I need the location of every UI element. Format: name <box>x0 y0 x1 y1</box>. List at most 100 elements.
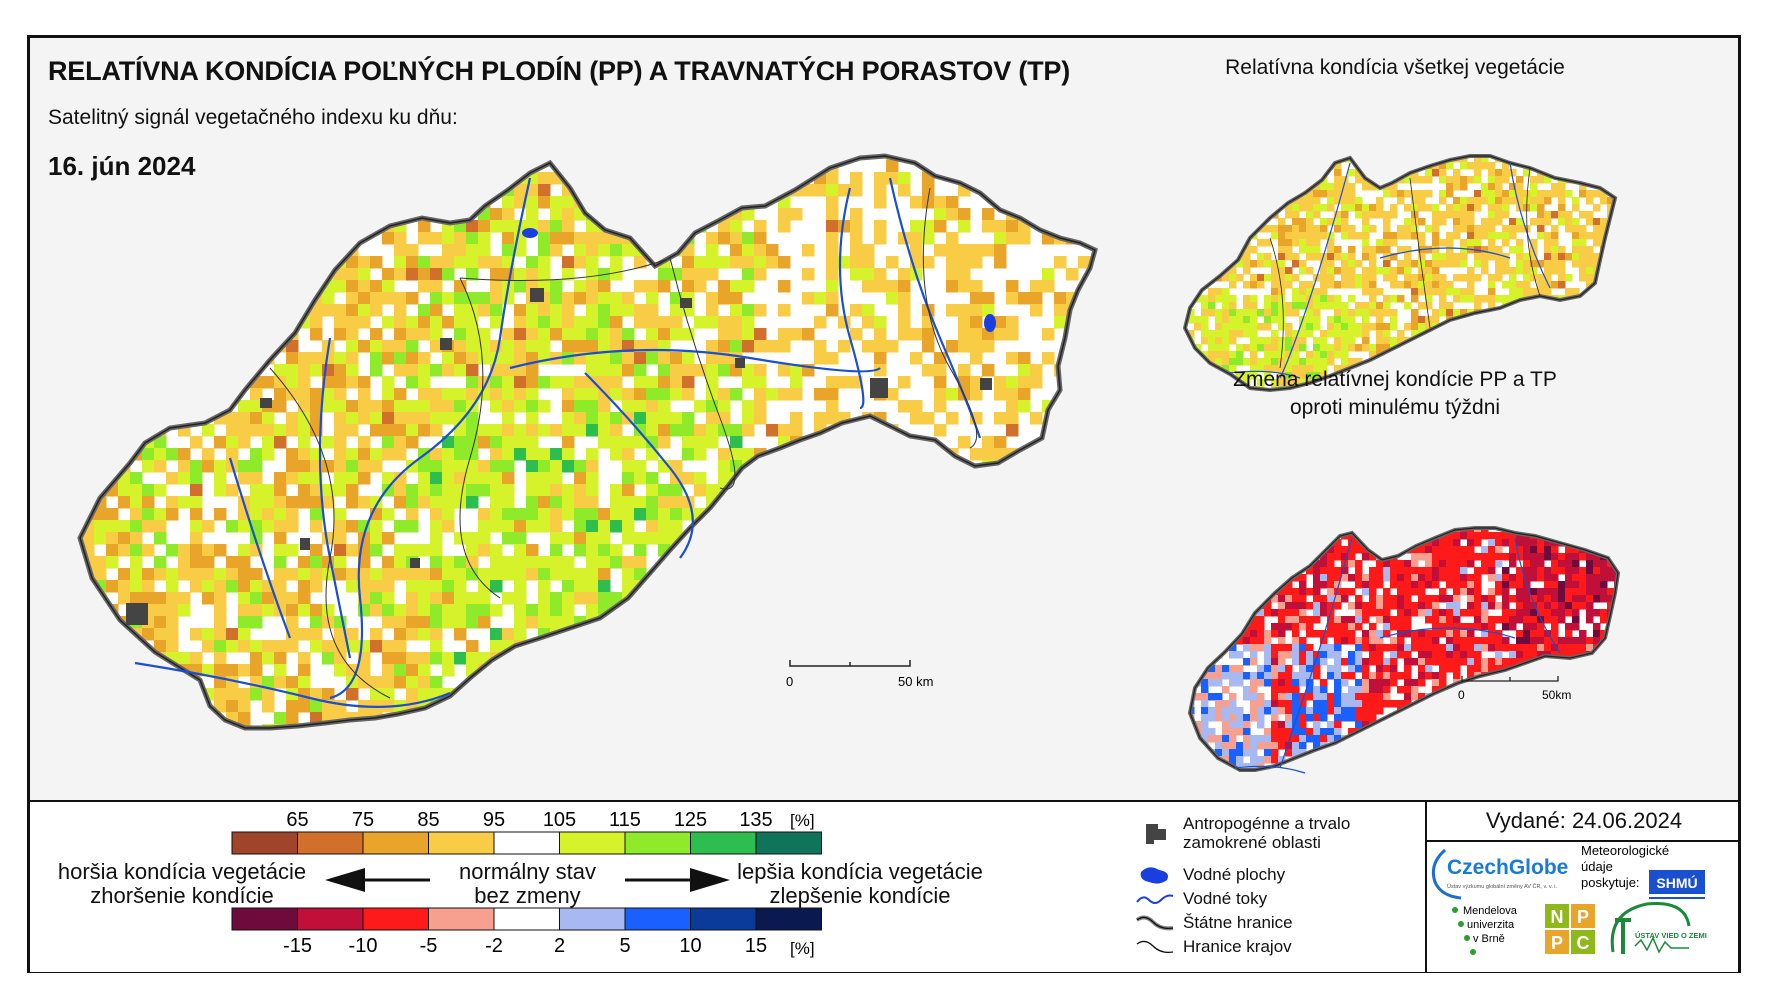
uvz-name: ÚSTAV VIED O ZEMI <box>1635 931 1707 940</box>
water-body-icon <box>1140 867 1168 884</box>
meteo-line3: poskytuje: <box>1581 875 1640 890</box>
change-swatch-0 <box>231 907 298 931</box>
condition-tick-7: 135 <box>739 809 772 831</box>
shmu-text: SHMÚ <box>1656 874 1697 891</box>
map-area: RELATÍVNA KONDÍCIA POĽNÝCH PLODÍN (PP) A… <box>30 38 1738 800</box>
change-swatch-8 <box>755 907 822 931</box>
change-swatch-3 <box>428 907 495 931</box>
map-subtitle: Satelitný signál vegetačného indexu ku d… <box>48 106 458 129</box>
better-arrow <box>625 868 730 892</box>
legend-region-borders: Hranice krajov <box>1135 934 1292 960</box>
map-title: RELATÍVNA KONDÍCIA POĽNÝCH PLODÍN (PP) A… <box>48 56 1071 86</box>
condition-swatch-6 <box>624 831 691 855</box>
map-date: 16. jún 2024 <box>48 151 196 181</box>
condition-swatch-0 <box>231 831 298 855</box>
legend-anthropogenic: Antropogénne a trvalo zamokrené oblasti <box>1135 814 1350 852</box>
anthropogenic-line1: Antropogénne a trvalo <box>1183 814 1351 833</box>
color-legend: 65 75 85 95 105 115 125 135 [%] -15 -10 -5 -2 2 5 10 1… <box>231 809 822 958</box>
better-line2: zlepšenie kondície <box>769 883 951 908</box>
condition-swatch-4 <box>493 831 560 855</box>
change-swatch-1 <box>297 907 364 931</box>
inset2-title-line2: oproti minulému týždni <box>1289 396 1501 419</box>
czechglobe-sub: Ústav výzkumu globální změny AV ČR, v. v… <box>1447 883 1558 890</box>
urban-area-icon <box>1146 824 1166 844</box>
condition-tick-3: 95 <box>483 809 505 831</box>
nppc-letter-1: P <box>1577 907 1589 927</box>
mendel-logo: Mendelova univerzita v Brně <box>1452 905 1518 955</box>
change-tick-6: 10 <box>679 935 701 957</box>
inset2-title-line1: Zmena relatívnej kondície PP a TP <box>1233 368 1557 391</box>
water-streams-label: Vodné toky <box>1183 889 1268 908</box>
legend-water-bodies: Vodné plochy <box>1135 862 1285 888</box>
region-border-icon <box>1136 940 1174 954</box>
state-borders-label: Štátne hranice <box>1183 913 1293 932</box>
change-tick-7: 15 <box>745 935 767 957</box>
condition-swatch-1 <box>297 831 364 855</box>
condition-tick-5: 115 <box>609 809 641 831</box>
map-frame: RELATÍVNA KONDÍCIA POĽNÝCH PLODÍN (PP) A… <box>27 35 1741 973</box>
worse-line1: horšia kondícia vegetácie <box>57 859 307 884</box>
inset-scale-bar <box>1461 676 1559 682</box>
legend-water-streams: Vodné toky <box>1135 886 1267 912</box>
nppc-logo: N P P C <box>1545 904 1595 954</box>
inset-scale-end: 50km <box>1542 688 1571 702</box>
nppc-letter-0: N <box>1551 907 1564 927</box>
region-borders-label: Hranice krajov <box>1183 937 1292 956</box>
change-tick-1: -10 <box>349 935 378 957</box>
condition-tick-1: 75 <box>352 809 374 831</box>
condition-swatch-5 <box>559 831 626 855</box>
nppc-letter-2: P <box>1551 933 1563 953</box>
better-line1: lepšia kondícia vegetácie <box>737 859 983 884</box>
condition-tick-6: 125 <box>674 809 707 831</box>
condition-tick-2: 85 <box>417 809 439 831</box>
legend-state-borders: Štátne hranice <box>1135 910 1293 936</box>
issued-date: Vydané: 24.06.2024 <box>1485 808 1683 833</box>
czechglobe-logo: CzechGlobe Ústav výzkumu globální změny … <box>1431 848 1568 900</box>
normal-line2: bez zmeny <box>474 883 581 908</box>
condition-swatch-3 <box>428 831 495 855</box>
change-unit: [%] <box>790 939 815 958</box>
main-map: 0 50 km <box>30 38 1620 774</box>
condition-tick-0: 65 <box>286 809 308 831</box>
change-swatch-2 <box>362 907 429 931</box>
worse-line2: zhoršenie kondície <box>90 883 274 908</box>
change-swatch-5 <box>559 907 626 931</box>
condition-swatch-7 <box>690 831 757 855</box>
condition-tick-4: 105 <box>543 809 576 831</box>
worse-arrow <box>325 868 430 892</box>
mendel-line1: Mendelova <box>1463 905 1518 917</box>
uvz-logo: ÚSTAV VIED O ZEMI <box>1610 901 1707 954</box>
anthropogenic-line2: zamokrené oblasti <box>1183 833 1321 852</box>
logos: CzechGlobe Ústav výzkumu globální změny … <box>1431 843 1707 955</box>
inset1-title: Relatívna kondícia všetkej vegetácie <box>1225 56 1565 79</box>
condition-swatch-8 <box>755 831 822 855</box>
state-border-icon <box>1135 915 1174 931</box>
meteo-line1: Meteorologické <box>1581 843 1669 858</box>
normal-line1: normálny stav <box>459 859 596 884</box>
meteo-line2: údaje <box>1581 859 1613 874</box>
change-tick-0: -15 <box>283 935 312 957</box>
river-icon <box>1136 894 1174 904</box>
change-tick-5: 5 <box>619 935 630 957</box>
mendel-line2: univerzita <box>1467 919 1515 931</box>
nppc-letter-3: C <box>1577 933 1590 953</box>
main-scale-end: 50 km <box>898 674 933 689</box>
change-tick-3: -2 <box>485 935 503 957</box>
main-scale-bar <box>789 660 911 667</box>
shmu-logo: SHMÚ <box>1649 870 1705 899</box>
change-swatch-6 <box>624 907 691 931</box>
change-swatch-7 <box>690 907 757 931</box>
condition-unit: [%] <box>790 811 815 830</box>
water-bodies-label: Vodné plochy <box>1183 865 1286 884</box>
change-tick-4: 2 <box>554 935 565 957</box>
legend-divider <box>1425 802 1427 972</box>
legend-area: 65 75 85 95 105 115 125 135 [%] -15 -10 -5 -2 2 5 10 1… <box>30 800 1738 972</box>
change-swatch-4 <box>493 907 560 931</box>
czechglobe-name: CzechGlobe <box>1447 856 1568 879</box>
condition-swatch-2 <box>362 831 429 855</box>
issued-divider <box>1425 840 1738 842</box>
change-tick-2: -5 <box>420 935 438 957</box>
mendel-line3: v Brně <box>1473 933 1505 945</box>
main-scale-zero: 0 <box>786 674 793 689</box>
inset-scale-zero: 0 <box>1458 688 1465 702</box>
